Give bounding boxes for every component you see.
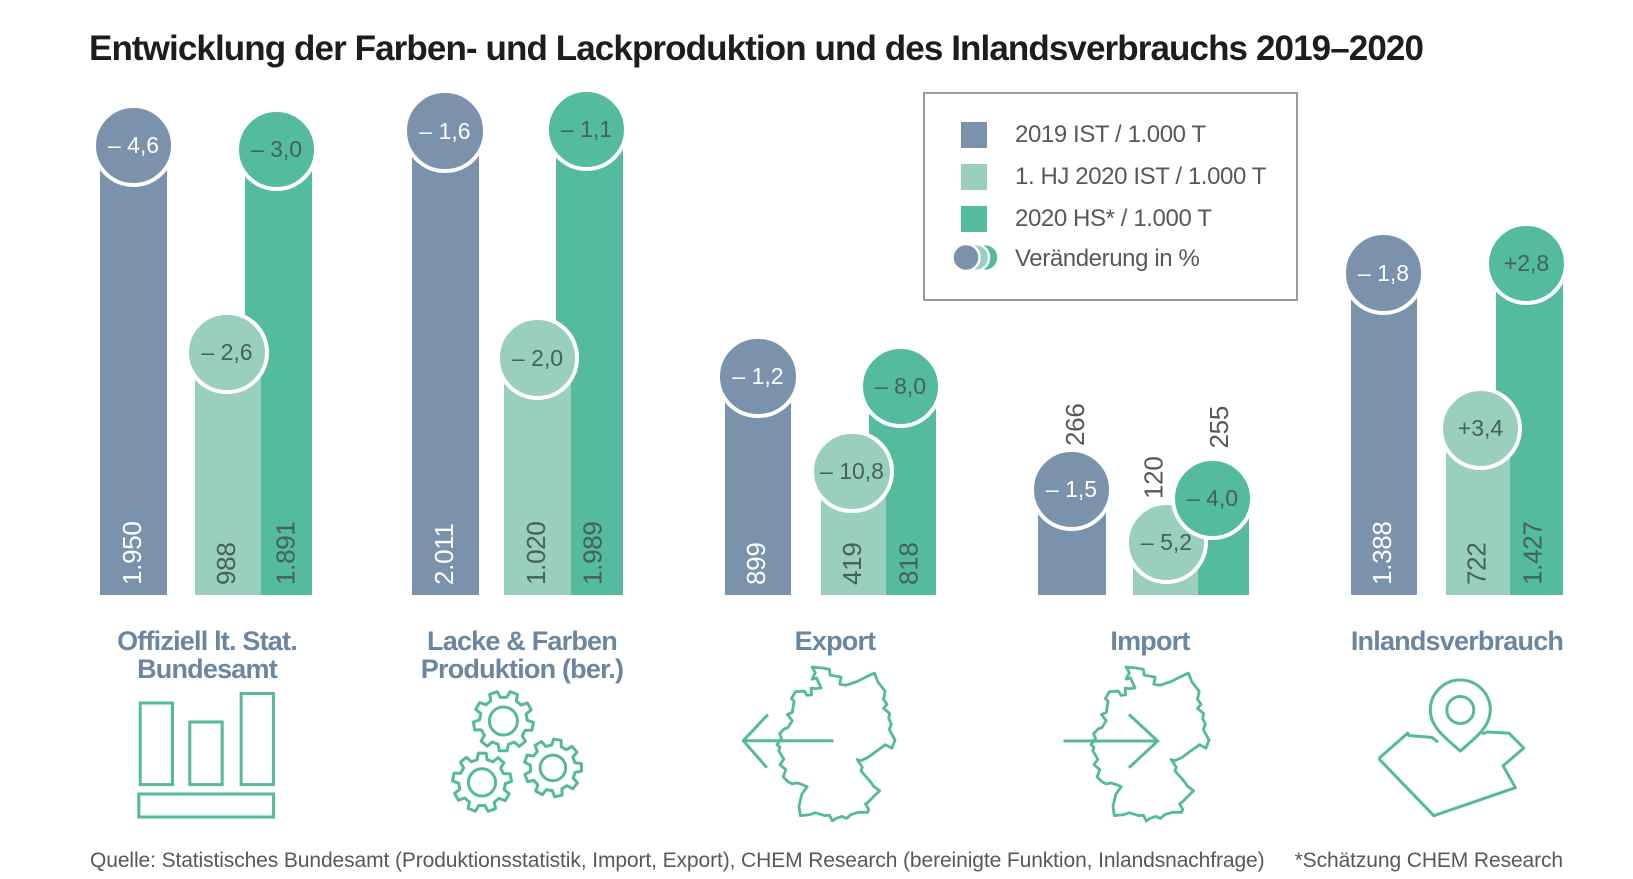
svg-text:1.020: 1.020 (521, 521, 551, 585)
svg-text:1.427: 1.427 (1518, 521, 1548, 585)
svg-text:419: 419 (837, 543, 867, 585)
svg-text:988: 988 (211, 543, 241, 585)
svg-text:255: 255 (1204, 406, 1234, 448)
svg-text:2.011: 2.011 (429, 523, 459, 585)
svg-text:1.989: 1.989 (578, 521, 608, 585)
svg-text:1.388: 1.388 (1367, 521, 1397, 585)
svg-text:722: 722 (1462, 543, 1492, 585)
svg-text:818: 818 (894, 543, 924, 585)
svg-text:1.891: 1.891 (271, 521, 301, 585)
svg-text:899: 899 (741, 543, 771, 585)
svg-text:1.950: 1.950 (117, 521, 147, 585)
svg-text:266: 266 (1060, 404, 1090, 446)
svg-text:120: 120 (1139, 457, 1169, 499)
